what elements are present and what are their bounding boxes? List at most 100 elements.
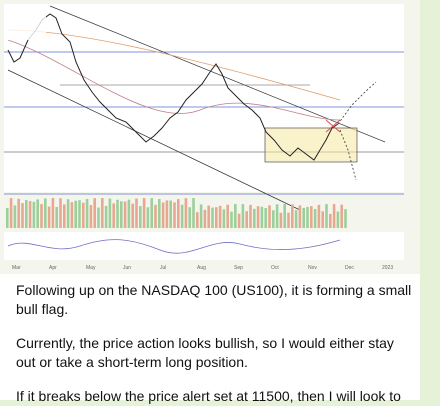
volume-bar [74, 200, 77, 228]
volume-bar [82, 202, 85, 228]
volume-bar [59, 198, 62, 228]
volume-bar [120, 201, 123, 228]
volume-bar [226, 204, 229, 228]
projection-arrow [337, 81, 377, 125]
x-tick-label: Jul [160, 265, 166, 271]
volume-bar [146, 207, 150, 228]
volume-bar [203, 209, 207, 228]
volume-bar [230, 211, 233, 228]
projection-arrow [339, 129, 357, 181]
volume-bar [55, 206, 58, 228]
trend-line [7, 69, 301, 211]
x-tick-label: Dec [345, 265, 354, 271]
volume-bar [139, 206, 142, 228]
volume-bar [180, 204, 184, 228]
volume-bar [332, 204, 336, 228]
volume-bar [112, 203, 115, 228]
volume-bar [47, 206, 51, 228]
volume-bar [150, 198, 153, 228]
volume-bar [199, 204, 203, 228]
marker [325, 119, 341, 133]
volume-bar [173, 202, 176, 228]
volume-bar [207, 205, 210, 228]
price-line [7, 13, 339, 161]
volume-bar [215, 207, 218, 228]
volume-bar [177, 199, 180, 228]
volume-bar [264, 208, 267, 228]
volume-bar [188, 207, 191, 228]
volume-bar [218, 205, 222, 228]
volume-bar [325, 204, 328, 228]
volume-bar [116, 199, 119, 228]
volume-bar [279, 212, 283, 228]
volume-bar [6, 208, 9, 228]
volume-bar [85, 198, 89, 228]
volume-bar [283, 204, 286, 228]
volume-bar [291, 204, 294, 228]
volume-bar [93, 198, 96, 228]
x-tick-label: Aug [197, 265, 206, 271]
volume-bar [89, 205, 93, 228]
message-text: If it breaks below the price alert set a… [16, 388, 401, 404]
volume-bar [184, 198, 188, 228]
x-tick-label: Nov [308, 265, 317, 271]
volume-bar [253, 208, 256, 228]
volume-bar [196, 212, 199, 228]
volume-bar [66, 199, 70, 228]
volume-bar [310, 206, 313, 228]
volume-bar [256, 206, 260, 228]
volume-bar [21, 203, 24, 228]
message-bubble: Mar Apr May Jun Jul Aug Sep Oct Nov Dec 2023 Follo… [0, 0, 420, 404]
volume-bar [70, 202, 74, 228]
message-text: Currently, the price action looks bullis… [16, 335, 394, 370]
volume-bar [272, 210, 275, 228]
volume-bar [222, 209, 226, 228]
volume-bar [313, 208, 317, 228]
volume-bar [302, 207, 305, 228]
x-tick-label: Sep [234, 265, 243, 271]
legend-box [6, 10, 46, 40]
moving-average [7, 39, 341, 121]
volume-bar [9, 198, 13, 228]
volume-bar [135, 198, 138, 228]
x-tick-label: Oct [271, 265, 279, 271]
volume-bar [336, 211, 340, 228]
volume-bar [40, 204, 43, 228]
volume-bar [51, 198, 55, 228]
x-tick-label: Mar [12, 265, 21, 271]
volume-bar [44, 198, 47, 228]
x-tick-label: Jun [123, 265, 131, 271]
volume-bar [28, 201, 32, 228]
volume-bar [340, 204, 343, 228]
volume-pane [6, 198, 347, 228]
volume-bar [241, 204, 245, 228]
volume-bar [25, 200, 28, 228]
x-tick-label: May [86, 265, 96, 271]
volume-bar [154, 204, 157, 228]
volume-bar [36, 199, 39, 228]
volume-bar [63, 204, 66, 228]
volume-bar [268, 205, 271, 228]
volume-bar [329, 213, 332, 228]
volume-bar [260, 206, 264, 228]
volume-bar [142, 198, 146, 228]
volume-bar [275, 204, 279, 228]
volume-bar [13, 205, 17, 228]
volume-bar [101, 198, 104, 228]
volume-bar [294, 210, 298, 228]
rsi-line [7, 239, 341, 254]
x-axis: Mar Apr May Jun Jul Aug Sep Oct Nov Dec 2023 [12, 265, 393, 271]
volume-bar [344, 209, 347, 228]
volume-bar [17, 198, 20, 228]
chart-image: Mar Apr May Jun Jul Aug Sep Oct Nov Dec 2023 [0, 0, 420, 274]
volume-bar [32, 201, 36, 228]
volume-bar [97, 207, 100, 228]
volume-bar [298, 205, 302, 228]
volume-bar [321, 211, 324, 228]
volume-bar [192, 198, 195, 228]
volume-bar [237, 213, 241, 228]
volume-bar [123, 201, 127, 228]
volume-bar [78, 200, 81, 228]
rsi-pane [4, 232, 404, 260]
